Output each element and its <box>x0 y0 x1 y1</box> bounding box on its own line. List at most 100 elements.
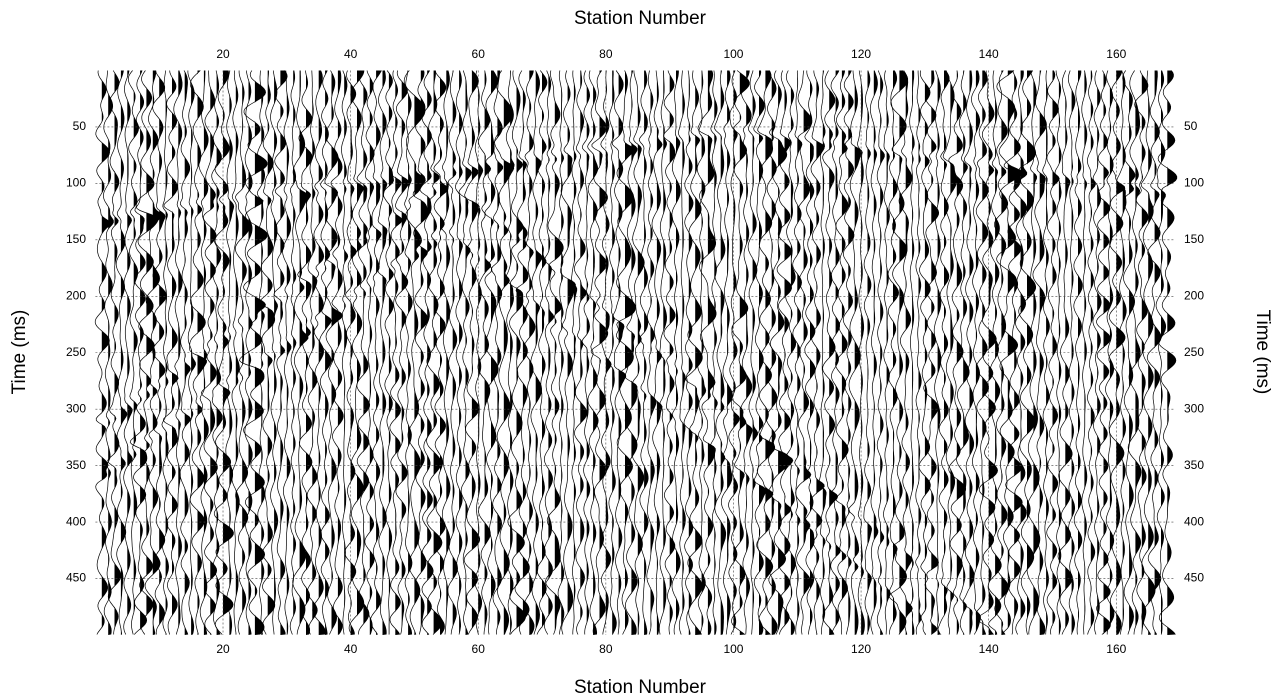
trace-fill <box>937 70 941 635</box>
y-tick-label: 450 <box>66 571 86 585</box>
trace-fill <box>337 70 344 635</box>
trace-line <box>747 70 758 635</box>
x-tick-label: 160 <box>1106 642 1126 656</box>
trace-line <box>909 70 915 635</box>
trace-fill <box>886 70 891 635</box>
trace-fill <box>822 70 827 635</box>
x-tick-label: 40 <box>344 642 358 656</box>
x-tick-label: 100 <box>723 47 743 61</box>
trace-fill <box>459 70 463 635</box>
x-tick-label: 160 <box>1106 47 1126 61</box>
trace-line <box>942 70 958 635</box>
trace-fill <box>522 70 530 635</box>
trace-fill <box>1129 70 1135 635</box>
trace-line <box>1046 70 1060 635</box>
trace-line <box>319 70 332 635</box>
trace-line <box>348 70 365 635</box>
trace-line <box>639 70 649 635</box>
trace-fill <box>950 70 957 635</box>
trace-fill <box>535 70 542 635</box>
trace-fill <box>210 70 218 635</box>
trace-fill <box>944 70 950 635</box>
trace-line <box>822 70 839 635</box>
x-axis-title-top: Station Number <box>574 8 707 29</box>
trace-line <box>198 70 209 635</box>
trace-line <box>389 70 403 635</box>
trace-line <box>571 70 578 635</box>
trace-line <box>1096 70 1111 635</box>
trace-fill <box>229 70 234 635</box>
trace-line <box>918 70 931 635</box>
trace-line <box>103 70 114 635</box>
trace-line <box>306 70 318 635</box>
trace-line <box>144 70 162 635</box>
trace-line <box>948 70 967 635</box>
trace-fill <box>841 70 849 635</box>
trace-line <box>607 70 617 635</box>
trace-line <box>356 70 371 635</box>
trace-line <box>581 70 591 635</box>
trace-fill <box>810 70 816 635</box>
trace-line <box>545 70 564 635</box>
y-tick-label: 250 <box>1184 345 1204 359</box>
trace-line <box>818 70 827 635</box>
trace-line <box>898 70 913 635</box>
trace-fill <box>625 70 636 635</box>
trace-line <box>231 70 240 635</box>
y-tick-label: 450 <box>1184 571 1204 585</box>
trace-fill <box>357 70 364 635</box>
y-axis-title-right: Time (ms) <box>1252 310 1273 395</box>
trace-fill <box>344 70 348 635</box>
trace-fill <box>152 70 162 635</box>
trace-fill <box>1039 70 1047 635</box>
y-tick-label: 150 <box>1184 232 1204 246</box>
trace-fill <box>1014 70 1023 635</box>
trace-line <box>842 70 855 635</box>
x-tick-label: 140 <box>979 642 999 656</box>
trace-line <box>107 70 122 635</box>
trace-fill <box>1020 70 1027 635</box>
trace-line <box>1081 70 1088 635</box>
trace-fill <box>1109 70 1114 635</box>
trace-fill <box>688 70 694 635</box>
trace-line <box>1134 70 1149 635</box>
x-tick-label: 100 <box>723 642 743 656</box>
y-tick-label: 200 <box>66 288 86 302</box>
trace-fill <box>1148 70 1156 635</box>
y-tick-label: 100 <box>1184 176 1204 190</box>
trace-line <box>507 70 526 635</box>
trace-fill <box>631 70 638 635</box>
x-tick-label: 20 <box>216 47 230 61</box>
trace-line <box>404 70 413 635</box>
y-tick-label: 200 <box>1184 288 1204 302</box>
trace-fill <box>561 70 564 635</box>
y-tick-label: 300 <box>1184 401 1204 415</box>
trace-fill <box>931 70 939 635</box>
y-tick-label: 350 <box>1184 458 1204 472</box>
trace-fill <box>101 70 111 635</box>
trace-fill <box>306 70 313 635</box>
trace-fill <box>548 70 554 635</box>
trace-line <box>869 70 879 635</box>
trace-fill <box>1135 70 1142 635</box>
trace-fill <box>554 70 564 635</box>
trace-fill <box>465 70 472 635</box>
trace-fill <box>165 70 169 635</box>
trace-line <box>297 70 313 635</box>
y-tick-label: 150 <box>66 232 86 246</box>
trace-line <box>270 70 279 635</box>
trace-fill <box>510 70 515 635</box>
x-tick-label: 120 <box>851 642 871 656</box>
trace-fill <box>790 70 796 635</box>
x-tick-label: 80 <box>599 642 613 656</box>
trace-fill <box>178 70 183 635</box>
trace-fill <box>280 70 288 635</box>
trace-fill <box>1052 70 1060 635</box>
y-tick-label: 50 <box>1184 119 1198 133</box>
trace-fill <box>995 70 1002 635</box>
trace-line <box>1140 70 1156 635</box>
trace-fill <box>1161 70 1166 635</box>
trace-line <box>543 70 555 635</box>
x-tick-label: 40 <box>344 47 358 61</box>
